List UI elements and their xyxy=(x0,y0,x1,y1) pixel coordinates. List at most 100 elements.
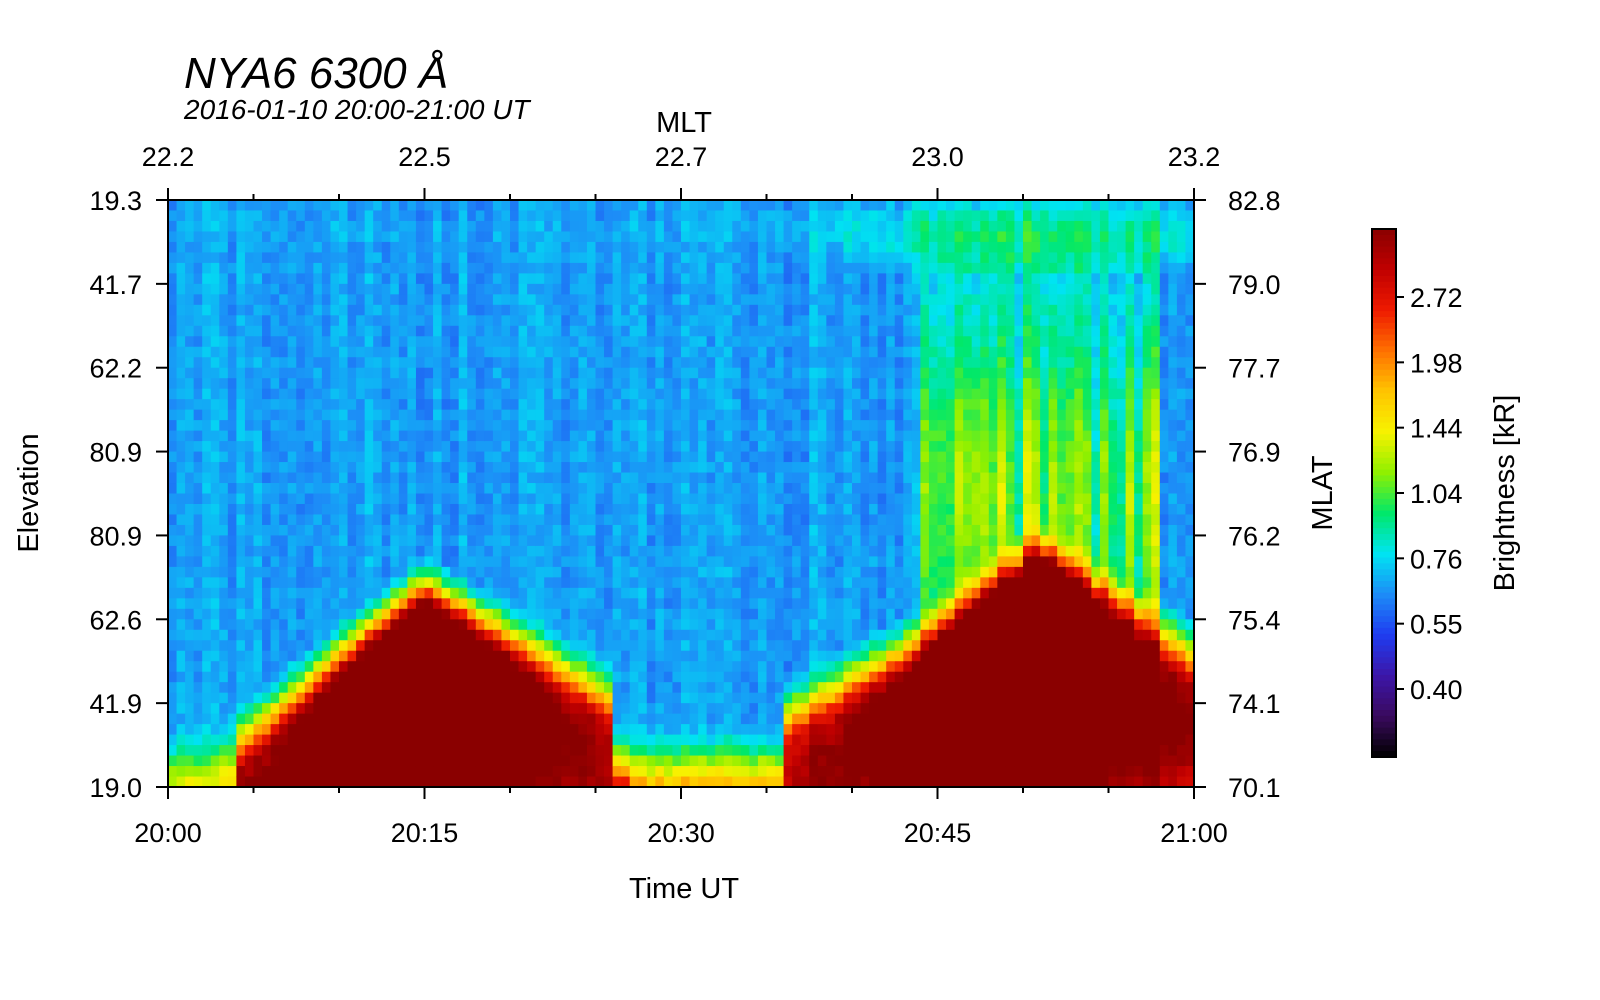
heatmap-cell xyxy=(313,283,323,295)
heatmap-cell xyxy=(834,545,845,557)
heatmap-cell xyxy=(809,692,819,704)
heatmap-cell xyxy=(270,304,280,316)
heatmap-cell xyxy=(510,378,520,390)
heatmap-cell xyxy=(484,336,494,348)
heatmap-cell xyxy=(356,252,366,264)
heatmap-cell xyxy=(339,745,349,757)
heatmap-cell xyxy=(817,766,827,778)
heatmap-cell xyxy=(433,503,443,516)
heatmap-cell xyxy=(373,399,383,411)
heatmap-cell xyxy=(424,346,434,358)
heatmap-cell xyxy=(834,671,845,683)
heatmap-cell xyxy=(843,671,853,683)
heatmap-cell xyxy=(757,608,768,620)
heatmap-cell xyxy=(398,409,408,421)
heatmap-cell xyxy=(612,619,622,631)
heatmap-cell xyxy=(347,776,357,788)
heatmap-cell xyxy=(663,231,674,243)
heatmap-cell xyxy=(450,294,460,306)
heatmap-cell xyxy=(749,399,759,411)
heatmap-cell xyxy=(911,692,921,704)
heatmap-cell xyxy=(834,577,845,589)
heatmap-cell xyxy=(552,703,562,715)
heatmap-cell xyxy=(270,661,280,673)
heatmap-cell xyxy=(501,283,511,295)
heatmap-cell xyxy=(621,724,631,736)
heatmap-cell xyxy=(510,325,520,337)
heatmap-cell xyxy=(304,598,314,610)
heatmap-cell xyxy=(903,483,913,495)
heatmap-cell xyxy=(484,692,494,704)
heatmap-cell xyxy=(450,483,460,495)
heatmap-cell xyxy=(398,220,408,233)
heatmap-cell xyxy=(757,776,768,788)
heatmap-cell xyxy=(210,745,220,757)
heatmap-cell xyxy=(210,483,220,495)
heatmap-cell xyxy=(270,535,280,547)
heatmap-cell xyxy=(638,556,648,568)
heatmap-cell xyxy=(484,619,494,631)
heatmap-cell xyxy=(450,231,460,243)
heatmap-cell xyxy=(475,388,485,400)
heatmap-cell xyxy=(715,241,725,254)
heatmap-cell xyxy=(869,755,879,767)
heatmap-cell xyxy=(894,231,904,243)
heatmap-cell xyxy=(775,304,785,316)
heatmap-cell xyxy=(886,671,896,683)
heatmap-cell xyxy=(646,503,656,516)
heatmap-cell xyxy=(809,430,819,442)
heatmap-cell xyxy=(424,671,434,683)
heatmap-cell xyxy=(852,283,862,295)
heatmap-cell xyxy=(928,220,939,233)
heatmap-cell xyxy=(253,724,263,736)
heatmap-cell xyxy=(467,493,477,505)
heatmap-cell xyxy=(527,493,537,505)
heatmap-cell xyxy=(244,745,255,757)
heatmap-cell xyxy=(621,210,631,222)
heatmap-cell xyxy=(347,462,357,474)
heatmap-cell xyxy=(253,755,263,767)
heatmap-cell xyxy=(638,262,648,274)
heatmap-cell xyxy=(535,220,545,233)
heatmap-cell xyxy=(390,608,400,620)
heatmap-cell xyxy=(783,587,793,599)
heatmap-cell xyxy=(185,577,195,589)
heatmap-cell xyxy=(492,703,503,715)
heatmap-cell xyxy=(860,462,870,474)
heatmap-cell xyxy=(817,451,827,463)
heatmap-cell xyxy=(527,483,537,495)
heatmap-cell xyxy=(800,430,810,442)
heatmap-cell xyxy=(168,294,178,306)
heatmap-cell xyxy=(638,483,648,495)
heatmap-cell xyxy=(424,451,434,463)
heatmap-cell xyxy=(646,734,656,746)
heatmap-cell xyxy=(227,483,237,495)
heatmap-cell xyxy=(185,755,195,767)
heatmap-cell xyxy=(373,252,383,264)
heatmap-cell xyxy=(920,472,930,484)
heatmap-cell xyxy=(903,367,913,379)
heatmap-cell xyxy=(535,294,545,306)
heatmap-cell xyxy=(809,472,819,484)
heatmap-cell xyxy=(262,273,272,285)
heatmap-cell xyxy=(219,294,229,306)
heatmap-cell xyxy=(612,367,622,379)
heatmap-cell xyxy=(757,357,768,369)
heatmap-cell xyxy=(407,472,417,484)
heatmap-cell xyxy=(928,262,939,274)
heatmap-cell xyxy=(433,671,443,683)
heatmap-cell xyxy=(415,577,426,589)
heatmap-cell xyxy=(176,304,186,316)
heatmap-cell xyxy=(663,336,674,348)
heatmap-cell xyxy=(544,210,554,222)
heatmap-cell xyxy=(586,598,597,610)
heatmap-cell xyxy=(621,388,631,400)
heatmap-cell xyxy=(903,273,913,285)
heatmap-cell xyxy=(296,713,306,725)
heatmap-cell xyxy=(740,545,750,557)
heatmap-cell xyxy=(236,231,246,243)
heatmap-cell xyxy=(621,640,631,652)
heatmap-cell xyxy=(672,430,682,442)
heatmap-cell xyxy=(330,325,340,337)
heatmap-cell xyxy=(740,462,750,474)
